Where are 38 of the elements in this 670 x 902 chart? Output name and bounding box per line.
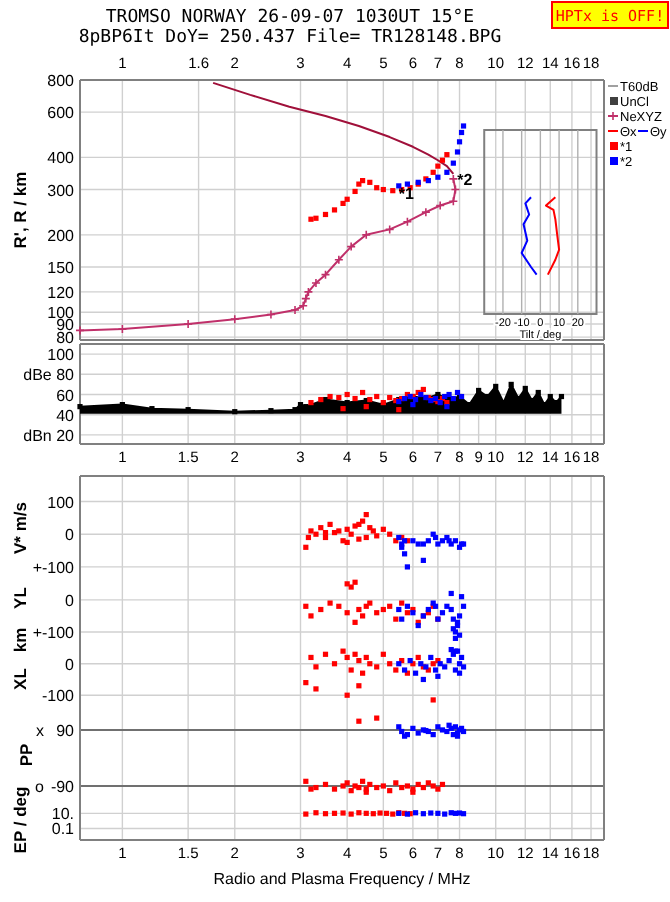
chart-title: TROMSO NORWAY 26-09-07 1030UT 15°E <box>105 8 475 28</box>
y-tick-label: 0 <box>65 591 76 610</box>
y-tick-label: 0 <box>65 655 76 674</box>
y-tick-label: 90 <box>56 721 76 740</box>
y-tick-label: +-100 <box>32 623 76 642</box>
y-tick-label: 400 <box>47 149 76 168</box>
y-tick-label: dBn 20 <box>23 426 76 445</box>
y-tick-label: 200 <box>47 226 76 245</box>
annotation: *2 <box>457 171 474 190</box>
y-tick-label: 100 <box>47 346 76 365</box>
y-tick-label: 800 <box>47 72 76 90</box>
y-axis-title: R', R / km <box>10 170 30 249</box>
chart-subtitle: 8pBP6It DoY= 250.437 File= TR128148.BPG <box>78 28 502 48</box>
y-tick-label: 600 <box>47 104 76 123</box>
y-tick-label: 0.1 <box>51 820 76 839</box>
text: km <box>10 626 30 653</box>
y-axis-title: PP <box>16 743 36 767</box>
annotation: *1 <box>398 185 416 204</box>
y-tick-label: dBe 80 <box>23 366 76 385</box>
y-tick-label: +-100 <box>32 558 76 577</box>
y-tick-label: -100 <box>41 687 76 706</box>
y-tick-label: 10. <box>51 805 74 824</box>
y-tick-label: 150 <box>47 258 76 277</box>
y-tick-label: 60 <box>56 386 76 405</box>
y-tick-label: 300 <box>47 181 76 200</box>
y-axis-title: V* m/s <box>10 501 30 554</box>
y-tick-label: 100 <box>47 493 76 512</box>
y-axis-title: XL <box>10 668 30 690</box>
y-tick-label: 40 <box>56 406 76 425</box>
y-axis-title: EP / deg <box>10 786 30 854</box>
x-axis-title: Radio and Plasma Frequency / MHz <box>213 870 471 888</box>
y-tick-label: 120 <box>47 283 76 302</box>
text: x <box>36 721 44 740</box>
text: o <box>35 777 46 796</box>
y-tick-label: 80 <box>56 329 76 348</box>
y-tick-label: -90 <box>50 777 76 796</box>
y-tick-label: 0 <box>65 526 76 545</box>
y-axis-title: YL <box>10 587 30 609</box>
